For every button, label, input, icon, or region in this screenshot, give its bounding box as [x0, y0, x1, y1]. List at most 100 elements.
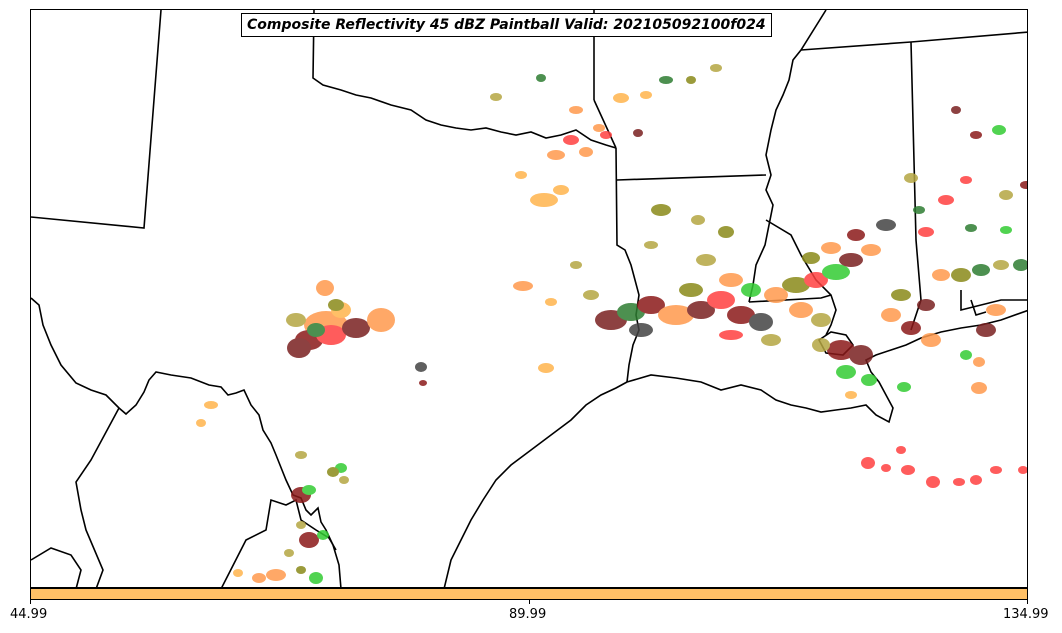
storm-cell — [718, 226, 734, 238]
storm-cell — [538, 363, 554, 373]
storm-cell — [932, 269, 950, 281]
storm-cell — [904, 173, 918, 183]
colorbar-tick-mark — [30, 600, 31, 604]
storm-cell — [296, 521, 306, 529]
storm-cells — [196, 64, 1028, 584]
storm-cell — [992, 125, 1006, 135]
storm-cell — [836, 365, 856, 379]
storm-cell — [204, 401, 218, 409]
storm-cell — [849, 345, 873, 365]
storm-cell — [327, 467, 339, 477]
storm-cell — [295, 451, 307, 459]
storm-cell — [761, 334, 781, 346]
storm-cell — [993, 260, 1009, 270]
storm-cell — [1020, 181, 1028, 189]
storm-cell — [719, 273, 743, 287]
storm-cell — [553, 185, 569, 195]
storm-cell — [960, 176, 972, 184]
storm-cell — [490, 93, 502, 101]
mexico-state-border-1 — [76, 408, 119, 588]
map-panel — [30, 9, 1028, 588]
storm-cell — [901, 465, 915, 475]
tx-la-border — [616, 148, 639, 382]
storm-cell — [696, 254, 716, 266]
storm-cell — [986, 304, 1006, 316]
storm-cell — [196, 419, 206, 427]
storm-cell — [897, 382, 911, 392]
storm-cell — [651, 204, 671, 216]
storm-cell — [342, 318, 370, 338]
storm-cell — [1013, 259, 1028, 271]
storm-cell — [896, 446, 906, 454]
storm-cell — [659, 76, 673, 84]
storm-cell — [749, 313, 773, 331]
storm-cell — [686, 76, 696, 84]
storm-cell — [339, 476, 349, 484]
storm-cell — [307, 323, 325, 337]
la-coast — [627, 310, 1028, 422]
storm-cell — [918, 227, 934, 237]
storm-cell — [316, 280, 334, 296]
storm-cell — [876, 219, 896, 231]
storm-cell — [938, 195, 954, 205]
storm-cell — [328, 299, 344, 311]
storm-cell — [419, 380, 427, 386]
storm-cell — [570, 261, 582, 269]
storm-cell — [847, 229, 865, 241]
storm-cell — [569, 106, 583, 114]
storm-cell — [415, 362, 427, 372]
storm-cell — [317, 530, 329, 540]
storm-cell — [286, 313, 306, 327]
ar-la-border — [617, 175, 766, 180]
storm-cell — [1000, 226, 1012, 234]
storm-cell — [953, 478, 965, 486]
storm-cell — [563, 135, 579, 145]
storm-cell — [719, 330, 743, 340]
storm-cell — [845, 391, 857, 399]
storm-cell — [593, 124, 605, 132]
boundaries — [31, 10, 1028, 588]
storm-cell — [536, 74, 546, 82]
storm-cell — [973, 357, 985, 367]
ms-al-border — [911, 42, 921, 330]
reflectivity-map — [31, 10, 1028, 588]
storm-cell — [789, 302, 813, 318]
storm-cell — [822, 264, 850, 280]
storm-cell — [233, 569, 243, 577]
storm-cell — [287, 338, 311, 358]
storm-cell — [710, 64, 722, 72]
colorbar-tick-mark — [1027, 600, 1028, 604]
storm-cell — [951, 268, 971, 282]
storm-cell — [812, 338, 830, 352]
mexico-state-border-2 — [31, 548, 81, 588]
storm-cell — [633, 129, 643, 137]
storm-cell — [861, 244, 881, 256]
storm-cell — [926, 476, 940, 488]
storm-cell — [861, 374, 877, 386]
storm-cell — [999, 190, 1013, 200]
storm-cell — [917, 299, 935, 311]
storm-cell — [367, 308, 395, 332]
storm-cell — [960, 350, 972, 360]
storm-cell — [1018, 466, 1028, 474]
state-border-nm-tx — [31, 10, 161, 228]
storm-cell — [547, 150, 565, 160]
map-title: Composite Reflectivity 45 dBZ Paintball … — [241, 13, 772, 37]
storm-cell — [802, 252, 820, 264]
storm-cell — [970, 131, 982, 139]
colorbar-tick-label-mid: 89.99 — [509, 607, 546, 622]
storm-cell — [629, 323, 653, 337]
storm-cell — [921, 333, 941, 347]
storm-cell — [296, 566, 306, 574]
storm-cell — [976, 323, 996, 337]
storm-cell — [881, 464, 891, 472]
colorbar-tick-mark — [529, 600, 530, 604]
storm-cell — [972, 264, 990, 276]
storm-cell — [284, 549, 294, 557]
storm-cell — [302, 485, 316, 495]
storm-cell — [741, 283, 761, 297]
storm-cell — [252, 573, 266, 583]
colorbar — [30, 588, 1028, 600]
mobile-bay — [971, 300, 986, 315]
storm-cell — [579, 147, 593, 157]
